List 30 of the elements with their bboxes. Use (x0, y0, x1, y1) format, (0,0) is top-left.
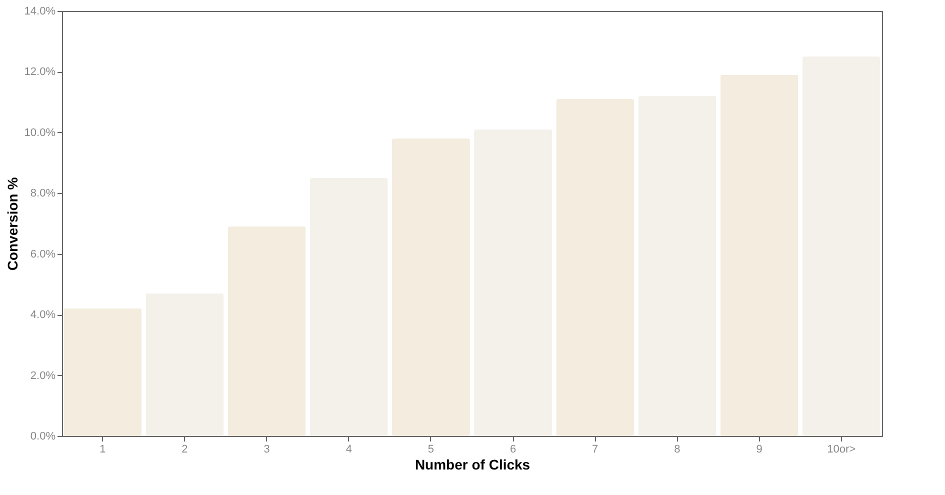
y-tick-label: 4.0% (30, 309, 56, 322)
bar (474, 129, 552, 436)
bar (310, 178, 388, 436)
bar (64, 308, 142, 436)
x-tick-label: 10or> (827, 444, 856, 456)
x-tick-label: 1 (100, 444, 106, 456)
x-tick-label: 8 (674, 444, 680, 456)
bar (720, 74, 798, 436)
x-tick-label: 3 (264, 444, 270, 456)
bar (802, 56, 880, 436)
bar (638, 96, 716, 436)
y-tick-label: 10.0% (24, 126, 56, 139)
x-tick-label: 4 (346, 444, 352, 456)
bar (556, 99, 634, 436)
y-tick-label: 12.0% (24, 66, 56, 78)
y-tick-label: 0.0% (30, 430, 56, 442)
bar (146, 293, 224, 436)
x-axis-title: Number of Clicks (414, 456, 530, 472)
y-tick-label: 2.0% (30, 370, 56, 382)
bar (392, 138, 470, 436)
y-tick-label: 14.0% (24, 6, 56, 18)
x-tick-label: 2 (182, 444, 188, 456)
y-axis-title: Conversion % (4, 176, 20, 271)
x-tick-label: 7 (592, 444, 598, 456)
x-tick-label: 6 (510, 444, 516, 456)
bar (228, 226, 306, 436)
y-tick-label: 8.0% (30, 188, 56, 200)
x-tick-label: 5 (428, 444, 434, 456)
y-tick-label: 6.0% (30, 248, 56, 260)
x-tick-label: 9 (756, 444, 762, 456)
